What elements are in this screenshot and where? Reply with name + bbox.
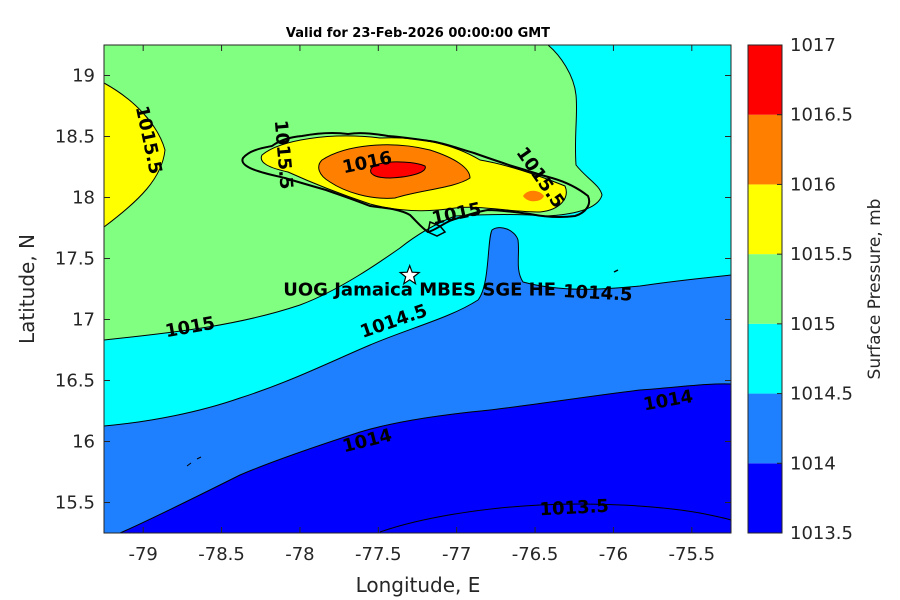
y-tick-label: 15.5 xyxy=(55,493,95,514)
x-tick-label: -78.5 xyxy=(198,544,245,565)
colorbar-tick-label: 1013.5 xyxy=(790,523,853,544)
figure-title: Valid for 23-Feb-2026 00:00:00 GMT xyxy=(286,26,550,41)
site-label: UOG Jamaica MBES SGE HE xyxy=(283,280,556,301)
y-axis: 15.5 16 16.5 17 17.5 18 18.5 19 xyxy=(55,66,731,514)
contour-line-1016.5 xyxy=(370,161,426,179)
plot-frame xyxy=(103,44,732,534)
colorbar-tick-label: 1014.5 xyxy=(790,384,853,405)
colorbar: 1013.5 1014 1014.5 1015 1015.5 1016 1016.5 1017 xyxy=(747,35,853,544)
contour-band-1015.5-west xyxy=(104,83,165,227)
colorbar-band xyxy=(748,463,782,533)
colorbar-label: Surface Pressure, mb xyxy=(865,199,885,380)
y-tick-label: 18 xyxy=(72,188,95,209)
y-axis-label: Latitude, N xyxy=(15,234,39,344)
contour-line-1015 xyxy=(104,45,603,341)
y-tick-label: 16.5 xyxy=(55,371,95,392)
colorbar-band xyxy=(748,323,782,394)
x-tick-label: -78 xyxy=(285,544,314,565)
colorbar-band xyxy=(748,45,782,115)
x-axis-label: Longitude, E xyxy=(356,573,481,597)
contour-line-1014.5 xyxy=(104,227,731,427)
contour-line-1014 xyxy=(119,383,731,533)
colorbar-tick-label: 1016 xyxy=(790,174,836,195)
y-tick-label: 18.5 xyxy=(55,127,95,148)
site-star-icon[interactable] xyxy=(398,263,421,286)
x-tick-label: -75.5 xyxy=(669,544,716,565)
y-tick-label: 16 xyxy=(72,432,95,453)
colorbar-tick-label: 1015.5 xyxy=(790,244,853,265)
colorbar-band xyxy=(748,114,782,185)
y-tick-label: 17.5 xyxy=(55,249,95,270)
colorbar-tick-label: 1016.5 xyxy=(790,105,853,126)
contour-line-1013.5 xyxy=(379,503,731,533)
x-tick-label: -77 xyxy=(442,544,471,565)
contour-line-fragment xyxy=(186,456,202,467)
contour-line-1015.5-island xyxy=(260,135,567,213)
colorbar-band xyxy=(748,393,782,464)
x-tick-label: -77.5 xyxy=(355,544,402,565)
contour-line-1015.5-west xyxy=(104,82,166,228)
colorbar-tick-label: 1015 xyxy=(790,314,836,335)
contour-label: 1014.5 xyxy=(563,281,633,306)
contour-band-1013.5 xyxy=(120,383,731,533)
y-tick-label: 19 xyxy=(72,66,95,87)
colorbar-frame xyxy=(747,44,783,534)
contour-band-1016-east xyxy=(523,190,544,202)
x-axis: -79 -78.5 -78 -77.5 -77 -76.5 -76 -75.5 xyxy=(128,45,715,565)
colorbar-tick-label: 1017 xyxy=(790,35,836,56)
x-tick-label: -76.5 xyxy=(512,544,559,565)
y-tick-label: 17 xyxy=(72,310,95,331)
contour-line-1016 xyxy=(318,144,471,199)
coast-detail xyxy=(427,220,447,237)
contour-label: 1013.5 xyxy=(539,496,609,521)
contour-map: 1013.5101410141014.51014.5101510151015.5… xyxy=(104,45,731,533)
colorbar-tick-label: 1014 xyxy=(790,453,836,474)
jamaica-coastline xyxy=(241,131,591,233)
x-tick-label: -79 xyxy=(128,544,157,565)
colorbar-band xyxy=(748,184,782,255)
colorbar-band xyxy=(748,254,782,324)
cay-mark xyxy=(613,269,619,273)
contour-band-1016.5 xyxy=(370,161,426,178)
x-tick-label: -76 xyxy=(599,544,628,565)
